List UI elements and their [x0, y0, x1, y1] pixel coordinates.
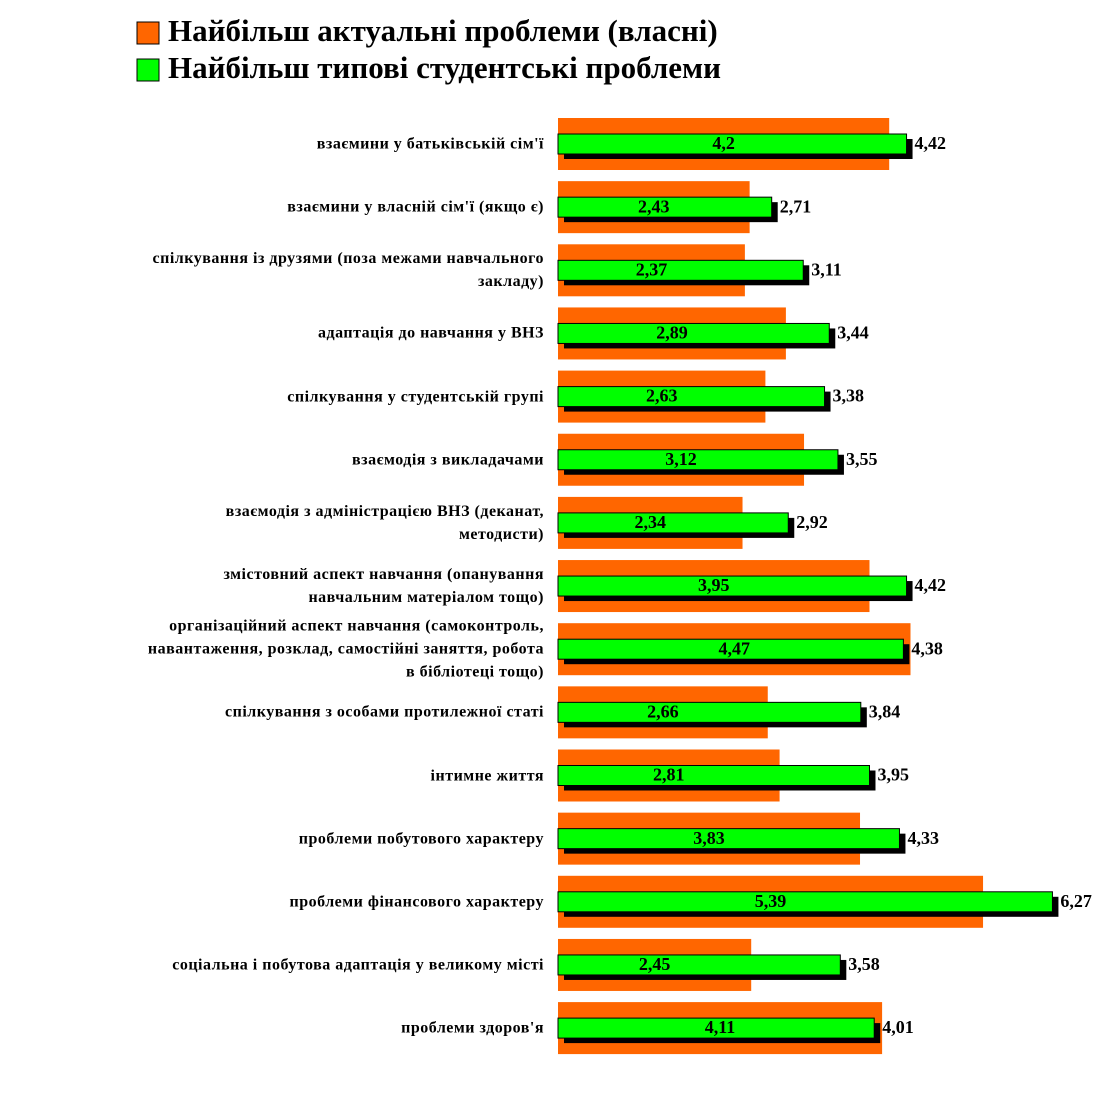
category-label: інтимне життя [430, 767, 544, 784]
data-label: 3,12 [665, 449, 697, 469]
category-label: спілкування у студентській групі [287, 388, 544, 406]
data-label: 2,66 [647, 701, 679, 721]
category-label: організаційний аспект навчання (самоконт… [147, 617, 544, 681]
category-label: проблеми побутового характеру [298, 830, 544, 848]
bar [557, 133, 908, 155]
data-label: 4,38 [911, 638, 943, 658]
legend-label: Найбільш актуальні проблеми (власні) [168, 13, 718, 48]
bar [557, 638, 904, 660]
category-label: взаємодія з викладачами [352, 451, 544, 469]
data-label: 6,27 [1060, 891, 1092, 911]
data-label: 3,38 [833, 386, 865, 406]
bar [557, 954, 841, 976]
data-label: 2,71 [780, 196, 812, 216]
category-label: змістовний аспект навчання (опанування н… [223, 566, 544, 607]
data-label: 3,95 [877, 765, 909, 785]
data-label: 4,47 [718, 638, 750, 658]
data-label: 4,42 [915, 133, 947, 153]
category-label: адаптація до навчання у ВНЗ [318, 324, 544, 342]
data-label: 4,11 [705, 1017, 736, 1037]
category-label: спілкування із друзями (поза межами навч… [152, 250, 544, 291]
bar [557, 1017, 875, 1039]
data-label: 3,44 [837, 323, 869, 343]
data-label: 4,33 [907, 828, 939, 848]
data-label: 4,2 [712, 133, 735, 153]
legend-swatch [136, 58, 160, 82]
category-label: проблеми фінансового характеру [289, 893, 544, 911]
bar [557, 259, 804, 281]
data-label: 3,55 [846, 449, 878, 469]
data-label: 2,45 [639, 954, 671, 974]
bar [557, 196, 773, 218]
category-label: взаємодія з адміністрацією ВНЗ (деканат,… [225, 502, 544, 543]
bar [557, 828, 900, 850]
data-label: 3,58 [848, 954, 880, 974]
data-label: 2,63 [646, 386, 678, 406]
data-label: 2,92 [796, 512, 828, 532]
legend-label: Найбільш типові студентські проблеми [168, 50, 721, 85]
category-label: соціальна і побутова адаптація у великом… [172, 956, 544, 974]
bar [557, 322, 830, 344]
category-label: взаємини у власній сім'ї (якщо є) [287, 198, 544, 216]
data-label: 3,84 [869, 701, 901, 721]
data-label: 2,34 [635, 512, 667, 532]
data-label: 2,89 [656, 323, 688, 343]
data-label: 4,01 [882, 1017, 914, 1037]
bar [557, 386, 826, 408]
data-label: 3,95 [698, 575, 730, 595]
category-label: взаємини у батьківській сім'ї [316, 135, 544, 153]
category-label: проблеми здоров'я [401, 1019, 544, 1037]
data-label: 2,37 [636, 259, 668, 279]
data-label: 4,42 [915, 575, 947, 595]
data-label: 2,81 [653, 765, 685, 785]
bar [557, 575, 908, 597]
data-label: 2,43 [638, 196, 670, 216]
bar [557, 891, 1053, 913]
category-label: спілкування з особами протилежної статі [225, 703, 544, 721]
data-label: 3,11 [811, 259, 842, 279]
data-label: 5,39 [755, 891, 787, 911]
bar [557, 449, 839, 471]
bar [557, 765, 870, 786]
bar [557, 701, 862, 723]
data-label: 3,83 [693, 828, 725, 848]
legend-swatch [136, 21, 160, 45]
bar [557, 512, 789, 534]
